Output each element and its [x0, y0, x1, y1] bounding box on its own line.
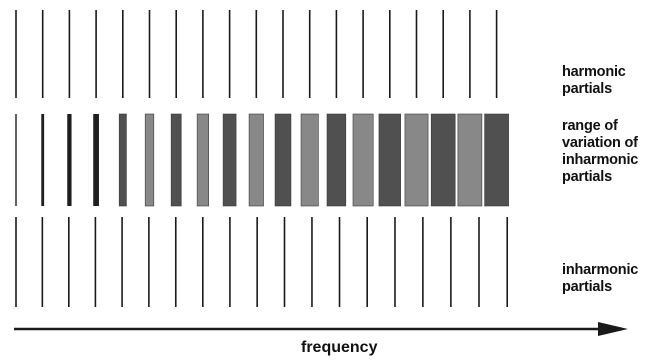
variation-band	[171, 114, 182, 206]
label-inharmonic-line2: partials	[562, 279, 612, 295]
variation-band	[301, 114, 319, 206]
variation-band	[484, 114, 509, 206]
variation-band-outline	[457, 113, 483, 207]
variation-band-outline	[248, 113, 264, 207]
variation-band-outline	[430, 113, 456, 207]
variation-band	[431, 114, 456, 206]
variation-band	[67, 114, 72, 206]
label-range-line1: range of	[562, 118, 618, 134]
variation-band	[352, 114, 374, 206]
variation-band	[197, 114, 209, 206]
label-range-line4: partials	[562, 169, 612, 185]
variation-band-outline	[196, 113, 209, 207]
frequency-axis-label: frequency	[301, 339, 378, 356]
variation-band	[327, 114, 346, 206]
label-harmonic-partials: harmonic partials	[562, 64, 626, 98]
frequency-axis-arrowhead	[598, 322, 628, 336]
variation-band-outline	[352, 113, 374, 207]
label-inharmonic-partials: inharmonic partials	[562, 262, 638, 296]
variation-band-outline	[484, 113, 509, 207]
variation-band-outline	[222, 113, 237, 207]
variation-band	[275, 114, 291, 206]
label-inharmonic-line1: inharmonic	[562, 262, 639, 278]
variation-band	[457, 114, 482, 206]
variation-band	[223, 114, 237, 206]
variation-band-outline	[274, 113, 292, 207]
variation-band-outline	[326, 113, 347, 207]
variation-band	[249, 114, 264, 206]
variation-band-outline	[404, 113, 429, 207]
variation-band	[145, 114, 154, 206]
variation-band-outline	[378, 113, 401, 207]
label-range-line3: inharmonic	[562, 152, 639, 168]
label-harmonic-line1: harmonic	[562, 64, 626, 80]
variation-band	[404, 114, 429, 206]
variation-band	[41, 114, 45, 206]
variation-band	[15, 114, 17, 206]
variation-band	[378, 114, 401, 206]
variation-band-outline	[170, 113, 182, 207]
variation-band-outline	[300, 113, 319, 207]
label-harmonic-line2: partials	[562, 81, 612, 97]
label-range-line2: variation of	[562, 135, 638, 151]
variation-band-outline	[144, 113, 155, 207]
label-range-of-variation: range of variation of inharmonic partial…	[562, 118, 638, 186]
variation-band	[93, 114, 99, 206]
variation-band-outline	[118, 113, 127, 207]
variation-band	[119, 114, 127, 206]
